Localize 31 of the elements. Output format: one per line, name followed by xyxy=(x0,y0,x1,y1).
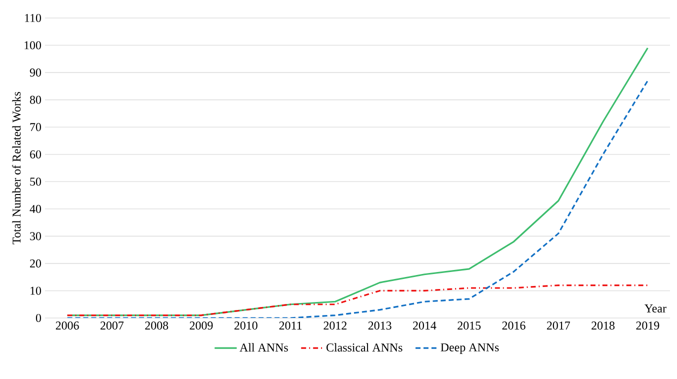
y-tick-label: 70 xyxy=(30,123,42,132)
x-tick-label: 2015 xyxy=(458,322,481,330)
x-tick-label: 2007 xyxy=(100,322,124,330)
x-tick-label: 2018 xyxy=(592,322,615,330)
x-tick-label: 2014 xyxy=(413,322,436,330)
y-tick-label: 60 xyxy=(30,150,42,158)
y-tick-label: 10 xyxy=(30,286,42,295)
y-tick-label: 80 xyxy=(30,96,42,104)
x-tick-label: 2008 xyxy=(145,322,168,330)
x-tick-label: 2010 xyxy=(234,322,258,330)
x-tick-label: 2009 xyxy=(190,322,213,330)
y-tick-label: 100 xyxy=(24,41,42,50)
x-tick-label: 2013 xyxy=(368,322,392,330)
x-tick-label: 2017 xyxy=(546,322,570,330)
y-tick-label: 110 xyxy=(25,14,42,22)
y-tick-label: 50 xyxy=(30,178,42,186)
x-tick-label: 2006 xyxy=(56,322,79,330)
x-axis-title: Year xyxy=(644,304,666,312)
x-tick-label: 2011 xyxy=(279,322,302,330)
y-tick-label: 20 xyxy=(30,259,42,268)
x-tick-label: 2019 xyxy=(636,322,660,330)
legend-label: Deep ANNs xyxy=(440,343,499,354)
y-tick-label: 30 xyxy=(30,232,42,240)
x-tick-label: 2016 xyxy=(502,322,526,330)
legend-label: Classical ANNs xyxy=(326,343,402,352)
y-tick-label: 90 xyxy=(30,68,42,77)
y-tick-label: 0 xyxy=(36,314,42,322)
x-tick-label: 2012 xyxy=(324,322,346,330)
y-axis-title: Total Number of Related Works xyxy=(12,92,21,244)
legend-label: All ANNs xyxy=(240,343,288,352)
y-tick-label: 40 xyxy=(30,204,42,213)
